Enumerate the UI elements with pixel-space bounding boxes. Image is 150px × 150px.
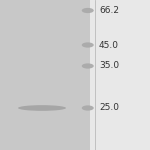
Bar (90, 0, 150, 150)
Ellipse shape (18, 105, 66, 111)
Text: 66.2: 66.2 (99, 6, 119, 15)
Ellipse shape (82, 63, 94, 69)
Ellipse shape (82, 8, 94, 13)
Text: 45.0: 45.0 (99, 40, 119, 50)
Ellipse shape (82, 105, 94, 111)
Text: 35.0: 35.0 (99, 61, 119, 70)
Ellipse shape (82, 42, 94, 48)
Bar (0, 0, 90, 150)
Text: 25.0: 25.0 (99, 103, 119, 112)
